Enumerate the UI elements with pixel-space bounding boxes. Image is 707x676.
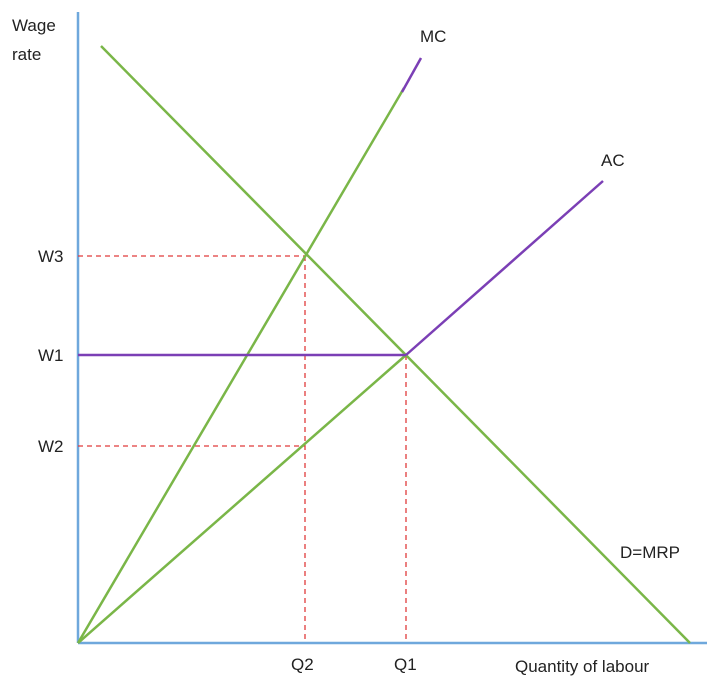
y-tick-label: W3 — [38, 247, 64, 266]
series-label-ac: AC — [601, 151, 625, 170]
series-label-mc: MC — [420, 27, 446, 46]
x-tick-label: Q1 — [394, 655, 417, 674]
y-tick-label: W2 — [38, 437, 64, 456]
x-axis-label: Quantity of labour — [515, 657, 650, 676]
y-tick-label: W1 — [38, 346, 64, 365]
ac-line — [77, 354, 407, 644]
y-axis-label-line1: Wage — [12, 16, 56, 35]
ac-line-upper — [405, 180, 604, 356]
demand-mrp-line — [100, 45, 691, 644]
x-tick-label: Q2 — [291, 655, 314, 674]
y-axis-label-line2: rate — [12, 45, 41, 64]
series-label-demand: D=MRP — [620, 543, 680, 562]
mc-line-tip — [400, 57, 423, 93]
mc-line — [76, 87, 406, 644]
